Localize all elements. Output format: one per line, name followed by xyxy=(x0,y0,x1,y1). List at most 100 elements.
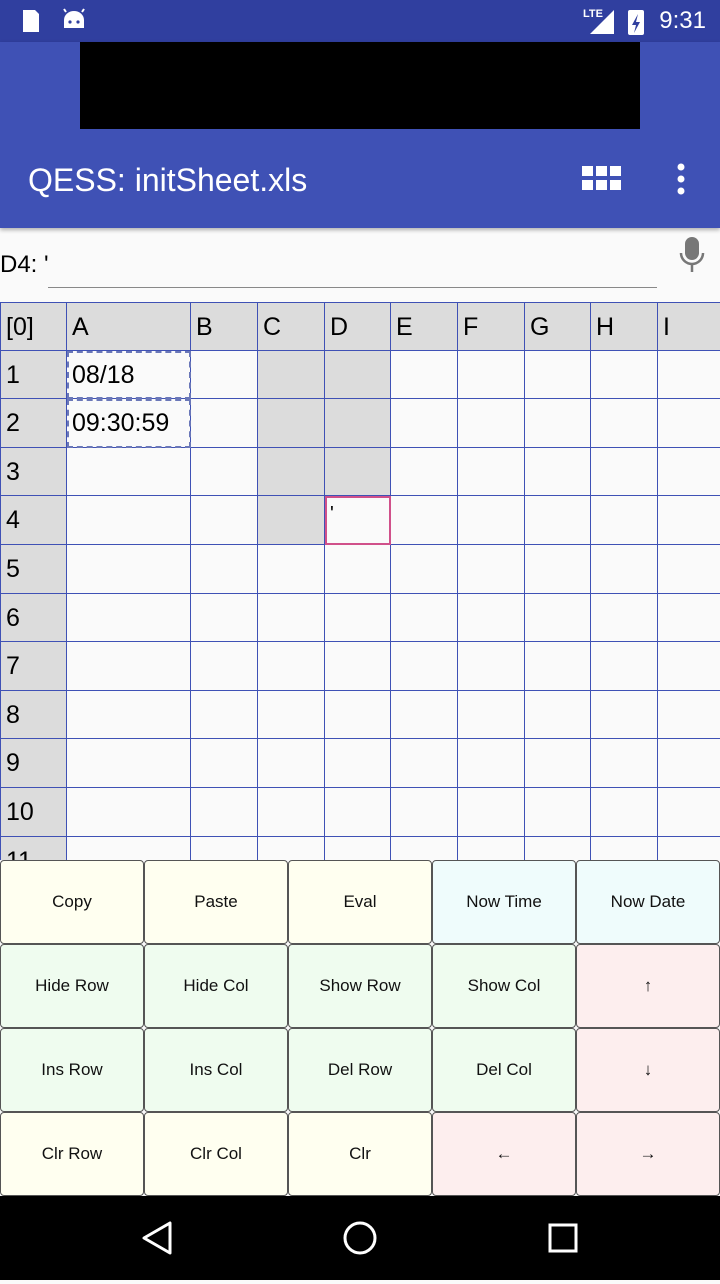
cell[interactable] xyxy=(258,642,325,691)
cell[interactable] xyxy=(325,593,391,643)
cell[interactable] xyxy=(258,399,325,448)
cell[interactable] xyxy=(658,593,720,643)
cell[interactable]: 08/18 xyxy=(67,350,191,400)
column-header[interactable]: A xyxy=(67,302,191,351)
cell[interactable] xyxy=(525,545,591,594)
button[interactable]: Show Row xyxy=(288,944,432,1028)
cell[interactable] xyxy=(67,496,191,545)
cell[interactable] xyxy=(591,836,658,860)
button[interactable]: Now Date xyxy=(576,860,720,944)
cell[interactable] xyxy=(325,788,391,837)
cell[interactable] xyxy=(258,350,325,400)
cell[interactable] xyxy=(191,836,258,860)
button[interactable]: Hide Row xyxy=(0,944,144,1028)
cell[interactable] xyxy=(258,496,325,545)
cell[interactable] xyxy=(391,642,458,691)
cell[interactable] xyxy=(525,642,591,691)
cell[interactable] xyxy=(591,545,658,594)
cell[interactable] xyxy=(258,739,325,788)
cell[interactable] xyxy=(391,447,458,497)
cell[interactable] xyxy=(325,690,391,740)
column-header[interactable]: D xyxy=(325,302,391,351)
cell[interactable] xyxy=(67,642,191,691)
cell[interactable] xyxy=(525,496,591,545)
cell[interactable] xyxy=(191,642,258,691)
button[interactable]: Ins Col xyxy=(144,1028,288,1112)
cell[interactable] xyxy=(67,447,191,497)
cell[interactable] xyxy=(658,739,720,788)
cell[interactable] xyxy=(658,496,720,545)
button[interactable]: Clr xyxy=(288,1112,432,1196)
cell[interactable] xyxy=(458,399,525,448)
cell[interactable] xyxy=(525,739,591,788)
button[interactable]: Paste xyxy=(144,860,288,944)
row-header[interactable]: 11 xyxy=(0,836,67,860)
cell[interactable] xyxy=(325,399,391,448)
cell[interactable] xyxy=(191,690,258,740)
cell[interactable] xyxy=(258,690,325,740)
cell[interactable] xyxy=(591,690,658,740)
cell[interactable] xyxy=(191,399,258,448)
cell[interactable] xyxy=(191,788,258,837)
row-header[interactable]: 7 xyxy=(0,642,67,691)
button[interactable]: Del Col xyxy=(432,1028,576,1112)
cell[interactable] xyxy=(325,642,391,691)
row-header[interactable]: 8 xyxy=(0,690,67,740)
row-header[interactable]: 1 xyxy=(0,350,67,400)
cell[interactable] xyxy=(591,399,658,448)
column-header[interactable]: H xyxy=(591,302,658,351)
cell[interactable] xyxy=(525,593,591,643)
cell[interactable] xyxy=(658,399,720,448)
cell[interactable] xyxy=(258,545,325,594)
button[interactable]: Clr Row xyxy=(0,1112,144,1196)
button[interactable]: ↓ xyxy=(576,1028,720,1112)
cell[interactable] xyxy=(525,447,591,497)
cell[interactable]: ' xyxy=(325,496,391,545)
column-header[interactable]: G xyxy=(525,302,591,351)
cell[interactable] xyxy=(458,642,525,691)
recents-button[interactable] xyxy=(548,1223,578,1253)
mic-button[interactable] xyxy=(678,236,706,276)
cell[interactable] xyxy=(525,836,591,860)
cell[interactable]: 09:30:59 xyxy=(67,399,191,448)
cell[interactable] xyxy=(391,545,458,594)
row-header[interactable]: 6 xyxy=(0,593,67,643)
button[interactable]: Copy xyxy=(0,860,144,944)
button[interactable]: Eval xyxy=(288,860,432,944)
cell[interactable] xyxy=(391,496,458,545)
row-header[interactable]: 9 xyxy=(0,739,67,788)
grid-view-button[interactable] xyxy=(582,166,622,192)
cell[interactable] xyxy=(391,350,458,400)
cell[interactable] xyxy=(67,545,191,594)
cell[interactable] xyxy=(325,739,391,788)
cell[interactable] xyxy=(658,545,720,594)
cell[interactable] xyxy=(658,836,720,860)
cell[interactable] xyxy=(391,836,458,860)
cell[interactable] xyxy=(458,739,525,788)
button[interactable]: Ins Row xyxy=(0,1028,144,1112)
cell[interactable] xyxy=(325,545,391,594)
column-header[interactable]: F xyxy=(458,302,525,351)
cell[interactable] xyxy=(458,545,525,594)
cell[interactable] xyxy=(67,739,191,788)
column-header[interactable]: C xyxy=(258,302,325,351)
cell[interactable] xyxy=(525,788,591,837)
cell[interactable] xyxy=(191,739,258,788)
cell[interactable] xyxy=(67,836,191,860)
cell[interactable] xyxy=(591,739,658,788)
cell[interactable] xyxy=(391,788,458,837)
cell[interactable] xyxy=(458,836,525,860)
row-header[interactable]: 4 xyxy=(0,496,67,545)
cell[interactable] xyxy=(591,350,658,400)
button[interactable]: → xyxy=(576,1112,720,1196)
cell[interactable] xyxy=(391,739,458,788)
cell[interactable] xyxy=(258,447,325,497)
cell[interactable] xyxy=(458,690,525,740)
cell[interactable] xyxy=(67,690,191,740)
cell[interactable] xyxy=(191,545,258,594)
row-header[interactable]: 10 xyxy=(0,788,67,837)
cell[interactable] xyxy=(525,690,591,740)
cell[interactable] xyxy=(258,593,325,643)
cell[interactable] xyxy=(325,350,391,400)
cell[interactable] xyxy=(658,690,720,740)
